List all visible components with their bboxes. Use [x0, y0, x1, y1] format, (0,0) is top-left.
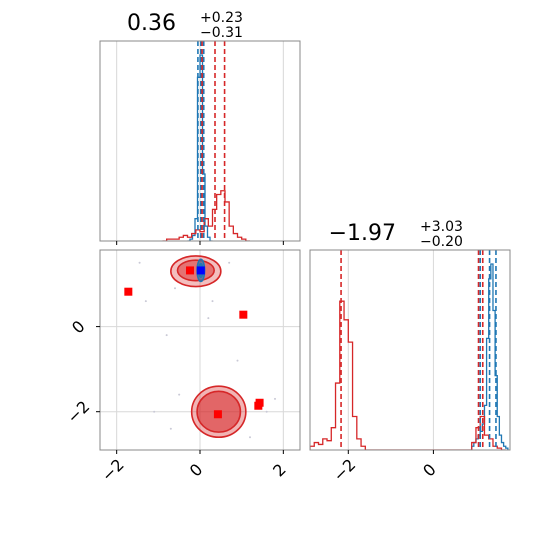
red-marker — [124, 287, 133, 296]
sample-point — [249, 436, 251, 439]
sample-point — [165, 334, 168, 337]
joint-x-tick-label: 0 — [186, 460, 207, 481]
param-1-frame — [309, 249, 511, 451]
red-marker — [239, 310, 248, 319]
joint-x-tick-label: −2 — [98, 455, 128, 485]
param-1-title-upper: +3.03 — [420, 219, 463, 235]
sample-point — [211, 300, 214, 303]
sample-point — [144, 300, 147, 303]
sample-point — [236, 359, 239, 362]
red-contour — [176, 259, 215, 282]
param-0-title-upper: +0.23 — [200, 10, 243, 26]
sample-point — [169, 427, 172, 430]
joint-y-tick-label: 0 — [68, 317, 89, 338]
sample-point — [207, 317, 210, 320]
sample-point — [178, 393, 181, 396]
sample-point — [174, 287, 176, 290]
red-marker — [254, 401, 263, 410]
param-1-title-value: −1.97 — [329, 221, 396, 246]
param-1-title-lower: −0.20 — [420, 234, 463, 250]
sample-point — [265, 410, 268, 413]
joint-y-tick-label: −2 — [63, 397, 93, 427]
red-marker — [213, 410, 222, 419]
param-0-title-value: 0.36 — [127, 11, 176, 36]
joint-contour-panel: −2 0 2 −2 0 — [63, 249, 301, 485]
param-1-tick-label: 0 — [419, 460, 440, 481]
sample-point — [153, 410, 156, 413]
sample-point — [228, 261, 231, 264]
param-1-tick-label: −2 — [329, 455, 359, 485]
joint-x-tick-label: 2 — [269, 460, 290, 481]
sample-point — [138, 261, 141, 264]
blue-marker — [196, 266, 205, 275]
param-1-histogram-d62728 — [310, 300, 506, 450]
param-0-histogram-d62728 — [162, 190, 250, 241]
red-marker — [186, 266, 194, 275]
param-0-marginal-panel: 0.36 +0.23 −0.31 — [99, 10, 301, 245]
sample-point — [274, 397, 276, 400]
param-0-histogram-1f77b4 — [187, 54, 213, 241]
param-1-marginal-panel: −1.97 +3.03 −0.20 −2 0 — [309, 219, 511, 485]
param-0-title-lower: −0.31 — [200, 25, 243, 41]
